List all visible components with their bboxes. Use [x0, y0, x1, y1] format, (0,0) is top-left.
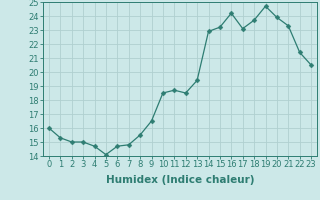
- X-axis label: Humidex (Indice chaleur): Humidex (Indice chaleur): [106, 175, 254, 185]
